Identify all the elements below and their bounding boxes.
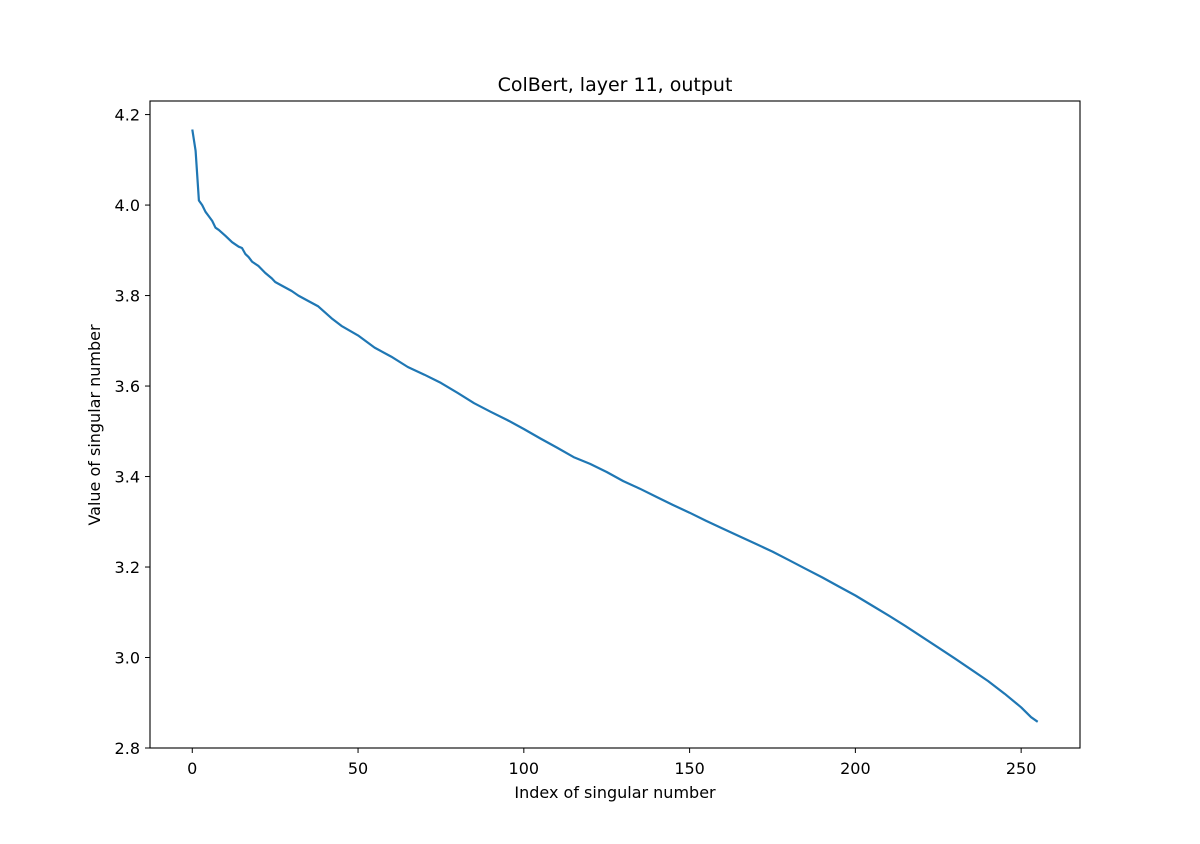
x-axis-label: Index of singular number bbox=[514, 783, 716, 802]
y-tick-label: 2.8 bbox=[115, 739, 140, 758]
y-axis-label: Value of singular number bbox=[85, 324, 104, 526]
x-tick-label: 150 bbox=[674, 759, 705, 778]
x-tick-label: 200 bbox=[840, 759, 871, 778]
ticks-layer: 0 50 100 150 200 250 2.8 3.0 3.2 3.4 3.6 3.8 4.0 4.2 bbox=[115, 106, 1037, 778]
x-tick-label: 250 bbox=[1006, 759, 1037, 778]
y-tick-label: 3.6 bbox=[115, 377, 140, 396]
y-tick-label: 3.8 bbox=[115, 287, 140, 306]
y-tick-label: 3.2 bbox=[115, 558, 140, 577]
x-tick-label: 100 bbox=[509, 759, 540, 778]
y-tick-label: 4.2 bbox=[115, 106, 140, 125]
series-line-0 bbox=[191, 129, 1039, 723]
series-layer bbox=[191, 129, 1039, 723]
y-tick-label: 4.0 bbox=[115, 196, 140, 215]
chart-title: ColBert, layer 11, output bbox=[498, 74, 733, 96]
y-tick-label: 3.0 bbox=[115, 649, 140, 668]
plot-area-frame bbox=[149, 100, 1081, 749]
x-tick-label: 0 bbox=[187, 759, 197, 778]
y-tick-label: 3.4 bbox=[115, 468, 140, 487]
x-tick-label: 50 bbox=[348, 759, 368, 778]
